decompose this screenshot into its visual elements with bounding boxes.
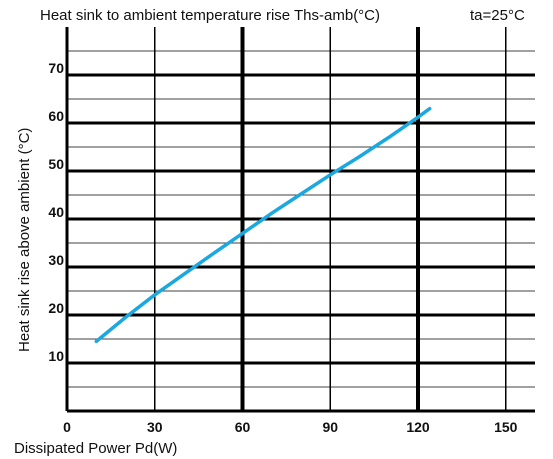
y-tick-label: 40 [48, 204, 64, 220]
x-tick-label: 90 [322, 419, 338, 435]
horizontal-gridlines [67, 50, 535, 413]
y-tick-labels: 10 20 30 40 50 60 70 [48, 60, 64, 364]
x-tick-label: 0 [63, 419, 71, 435]
y-tick-label: 70 [48, 60, 64, 76]
data-series [94, 106, 432, 344]
vertical-gridlines [65, 27, 507, 411]
y-tick-label: 30 [48, 252, 64, 268]
y-tick-label: 10 [48, 348, 64, 364]
x-tick-label: 120 [406, 419, 430, 435]
x-tick-label: 150 [494, 419, 518, 435]
condition-label: ta=25°C [470, 7, 525, 24]
y-axis-label: Heat sink rise above ambient (°C) [16, 128, 33, 352]
series-line [94, 106, 432, 344]
x-tick-label: 30 [147, 419, 163, 435]
y-tick-label: 20 [48, 300, 64, 316]
y-tick-label: 60 [48, 108, 64, 124]
x-tick-label: 60 [235, 419, 251, 435]
y-tick-label: 50 [48, 156, 64, 172]
x-axis-label: Dissipated Power Pd(W) [14, 440, 177, 457]
x-tick-labels: 0 30 60 90 120 150 [63, 419, 518, 435]
chart-title: Heat sink to ambient temperature rise Th… [40, 7, 380, 24]
